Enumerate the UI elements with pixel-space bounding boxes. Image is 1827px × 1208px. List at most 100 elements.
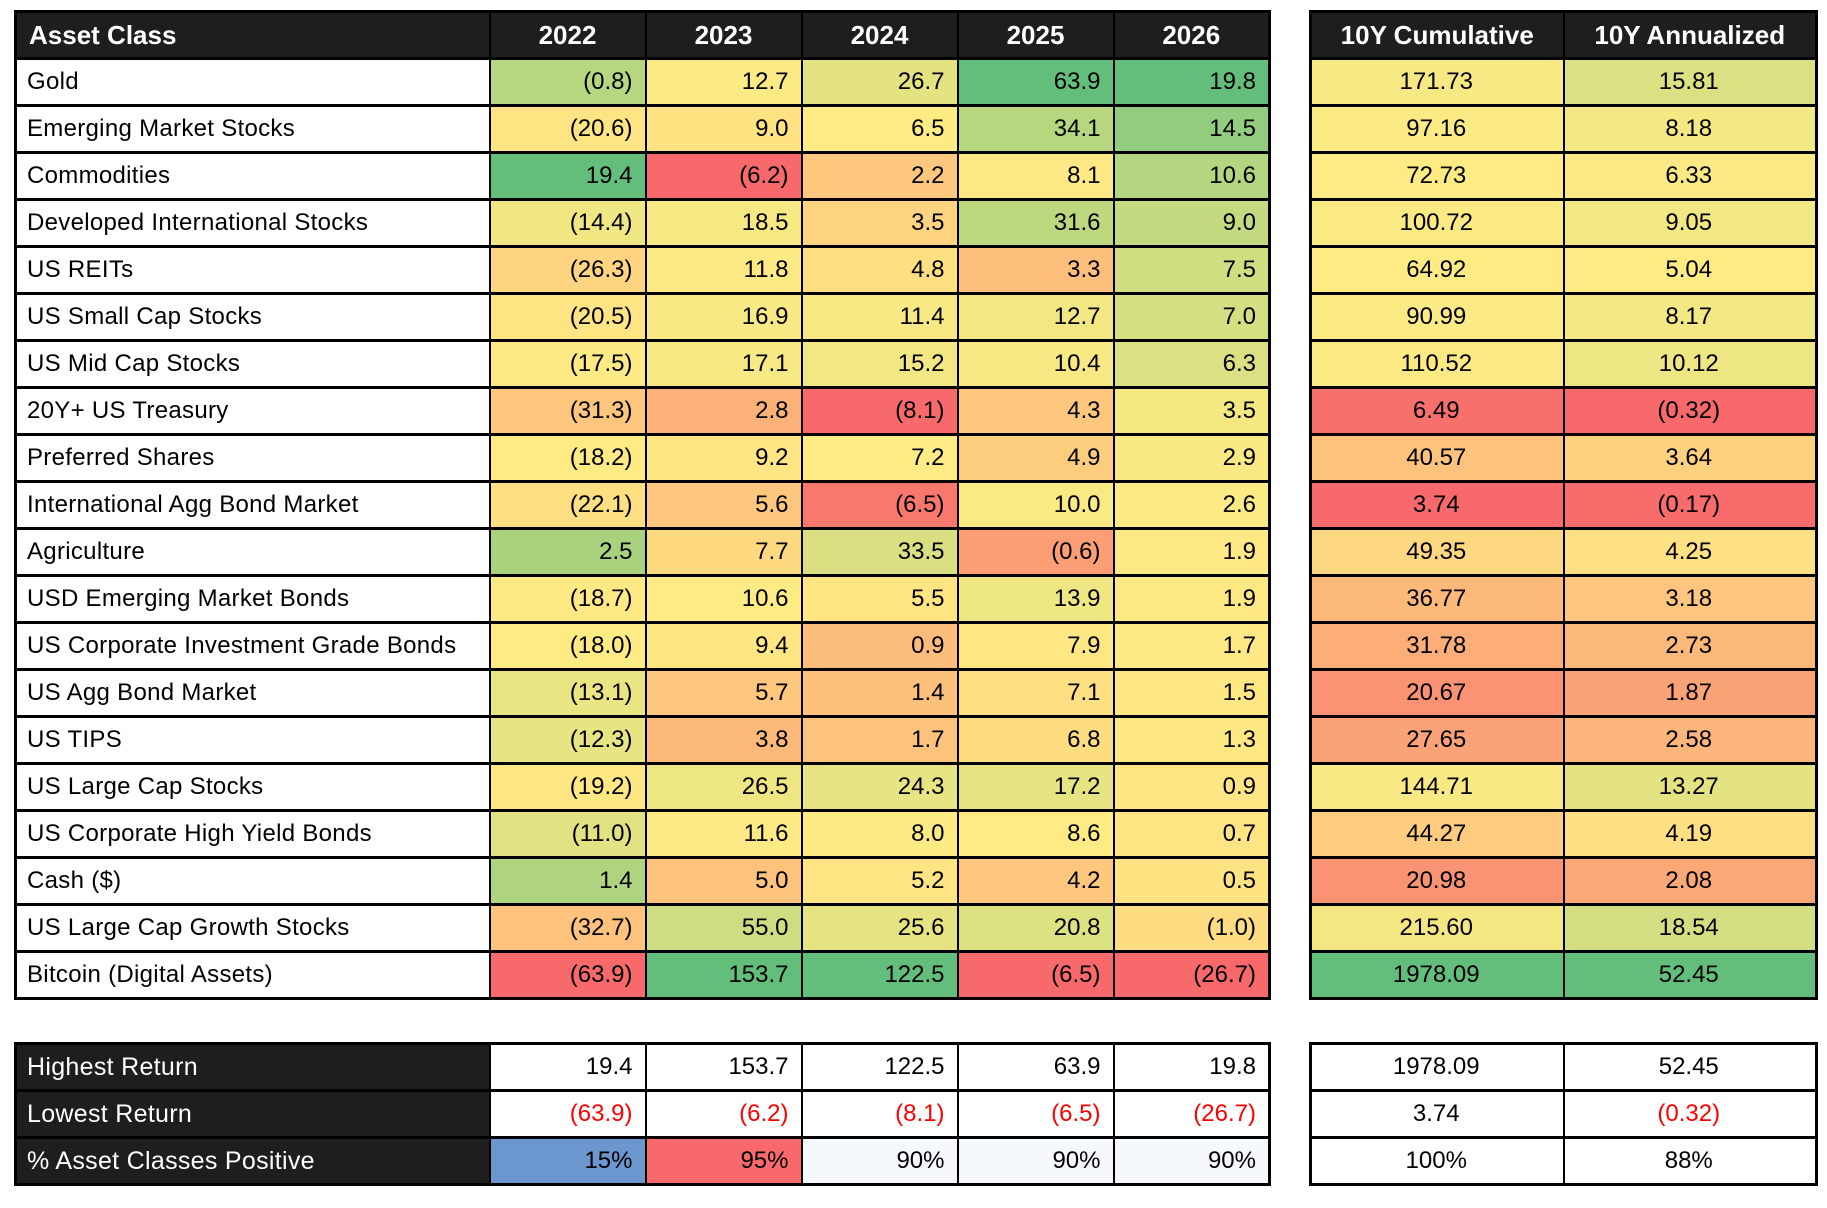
table-row: 1978.09 52.45: [1309, 950, 1818, 1000]
return-cell: 3.5: [1112, 386, 1271, 436]
table-row: Bitcoin (Digital Assets) (63.9) 153.7 122.5…: [14, 950, 1271, 1000]
asset-label: US Large Cap Growth Stocks: [14, 903, 491, 953]
tenyear-cell: 8.18: [1562, 104, 1818, 154]
summary-tables-row: Highest Return 19.4 153.7 122.5 63.9 19.8 Lowe…: [14, 1042, 1827, 1186]
main-tables-row: Asset Class 2022 2023 2024 2025 2026 Gol…: [14, 10, 1827, 1000]
return-cell: 153.7: [644, 950, 803, 1000]
return-cell: 3.5: [800, 198, 959, 248]
return-cell: 16.9: [644, 292, 803, 342]
return-cell: 20.8: [956, 903, 1115, 953]
return-cell: 1.4: [488, 856, 647, 906]
table-row: 3.74 (0.17): [1309, 480, 1818, 530]
table-row: 100.72 9.05: [1309, 198, 1818, 248]
tenyear-cell: 1978.09: [1309, 950, 1565, 1000]
summary-row: 1978.09 52.45: [1309, 1042, 1818, 1092]
tenyear-cell: 18.54: [1562, 903, 1818, 953]
asset-label: US TIPS: [14, 715, 491, 765]
return-cell: 4.3: [956, 386, 1115, 436]
return-cell: 14.5: [1112, 104, 1271, 154]
return-cell: 4.9: [956, 433, 1115, 483]
summary-cell: (6.2): [644, 1089, 803, 1139]
return-cell: (31.3): [488, 386, 647, 436]
table-row: US Corporate Investment Grade Bonds (18.0…: [14, 621, 1271, 671]
summary-row: 3.74 (0.32): [1309, 1089, 1818, 1139]
table-row: US Mid Cap Stocks (17.5) 17.1 15.2 10.4 6.3: [14, 339, 1271, 389]
return-cell: (20.6): [488, 104, 647, 154]
tenyear-cell: 8.17: [1562, 292, 1818, 342]
summary-cell: 19.4: [488, 1042, 647, 1092]
tenyear-cell: 20.67: [1309, 668, 1565, 718]
return-cell: (8.1): [800, 386, 959, 436]
return-cell: 12.7: [956, 292, 1115, 342]
return-cell: 5.6: [644, 480, 803, 530]
return-cell: 15.2: [800, 339, 959, 389]
tenyear-cell: 49.35: [1309, 527, 1565, 577]
column-header-2026: 2026: [1112, 10, 1271, 60]
column-header-2024: 2024: [800, 10, 959, 60]
tenyear-cell: 3.64: [1562, 433, 1818, 483]
return-cell: 2.9: [1112, 433, 1271, 483]
table-row: Agriculture 2.5 7.7 33.5 (0.6) 1.9: [14, 527, 1271, 577]
asset-label: USD Emerging Market Bonds: [14, 574, 491, 624]
tenyear-cell: 5.04: [1562, 245, 1818, 295]
return-cell: 2.2: [800, 151, 959, 201]
asset-label: US Corporate Investment Grade Bonds: [14, 621, 491, 671]
tenyear-cell: 3.74: [1309, 480, 1565, 530]
header-row: Asset Class 2022 2023 2024 2025 2026: [14, 10, 1271, 60]
return-cell: (1.0): [1112, 903, 1271, 953]
return-cell: 18.5: [644, 198, 803, 248]
return-cell: 1.7: [1112, 621, 1271, 671]
tenyear-cell: 110.52: [1309, 339, 1565, 389]
table-row: 144.71 13.27: [1309, 762, 1818, 812]
tenyear-cell: 4.25: [1562, 527, 1818, 577]
table-row: 97.16 8.18: [1309, 104, 1818, 154]
asset-label: Agriculture: [14, 527, 491, 577]
return-cell: 11.8: [644, 245, 803, 295]
table-row: Cash ($) 1.4 5.0 5.2 4.2 0.5: [14, 856, 1271, 906]
summary-cell: 19.8: [1112, 1042, 1271, 1092]
tenyear-summary-cell: 52.45: [1562, 1042, 1818, 1092]
column-header-2023: 2023: [644, 10, 803, 60]
table-row: US REITs (26.3) 11.8 4.8 3.3 7.5: [14, 245, 1271, 295]
table-row: Preferred Shares (18.2) 9.2 7.2 4.9 2.9: [14, 433, 1271, 483]
return-cell: 7.0: [1112, 292, 1271, 342]
tenyear-cell: 27.65: [1309, 715, 1565, 765]
return-cell: 6.3: [1112, 339, 1271, 389]
table-row: International Agg Bond Market (22.1) 5.6 (6…: [14, 480, 1271, 530]
table-row: 27.65 2.58: [1309, 715, 1818, 765]
return-cell: 17.1: [644, 339, 803, 389]
return-cell: 26.5: [644, 762, 803, 812]
return-cell: (26.7): [1112, 950, 1271, 1000]
asset-label: US Corporate High Yield Bonds: [14, 809, 491, 859]
return-cell: 13.9: [956, 574, 1115, 624]
return-cell: 0.9: [1112, 762, 1271, 812]
table-row: 20Y+ US Treasury (31.3) 2.8 (8.1) 4.3 3.5: [14, 386, 1271, 436]
return-cell: 31.6: [956, 198, 1115, 248]
asset-label: Cash ($): [14, 856, 491, 906]
return-cell: 11.6: [644, 809, 803, 859]
tenyear-cell: (0.17): [1562, 480, 1818, 530]
table-row: 90.99 8.17: [1309, 292, 1818, 342]
table-row: US Large Cap Stocks (19.2) 26.5 24.3 17.2 0.9: [14, 762, 1271, 812]
tenyear-cell: 6.33: [1562, 151, 1818, 201]
column-header-2022: 2022: [488, 10, 647, 60]
summary-cell: 90%: [800, 1136, 959, 1186]
return-cell: (17.5): [488, 339, 647, 389]
summary-cell: (63.9): [488, 1089, 647, 1139]
return-cell: 122.5: [800, 950, 959, 1000]
summary-cell: 90%: [956, 1136, 1115, 1186]
summary-label: % Asset Classes Positive: [14, 1136, 491, 1186]
asset-label: US Large Cap Stocks: [14, 762, 491, 812]
summary-cell: 90%: [1112, 1136, 1271, 1186]
summary-label: Highest Return: [14, 1042, 491, 1092]
table-row: 110.52 10.12: [1309, 339, 1818, 389]
tenyear-cell: 72.73: [1309, 151, 1565, 201]
table-row: US Corporate High Yield Bonds (11.0) 11.6 8…: [14, 809, 1271, 859]
tenyear-cell: 97.16: [1309, 104, 1565, 154]
asset-returns-table: Asset Class 2022 2023 2024 2025 2026 Gol…: [14, 10, 1271, 1000]
summary-table: Highest Return 19.4 153.7 122.5 63.9 19.8 Lowe…: [14, 1042, 1271, 1186]
column-header-10y-annualized: 10Y Annualized: [1562, 10, 1818, 60]
return-cell: 3.3: [956, 245, 1115, 295]
return-cell: 10.6: [1112, 151, 1271, 201]
tenyear-cell: 4.19: [1562, 809, 1818, 859]
